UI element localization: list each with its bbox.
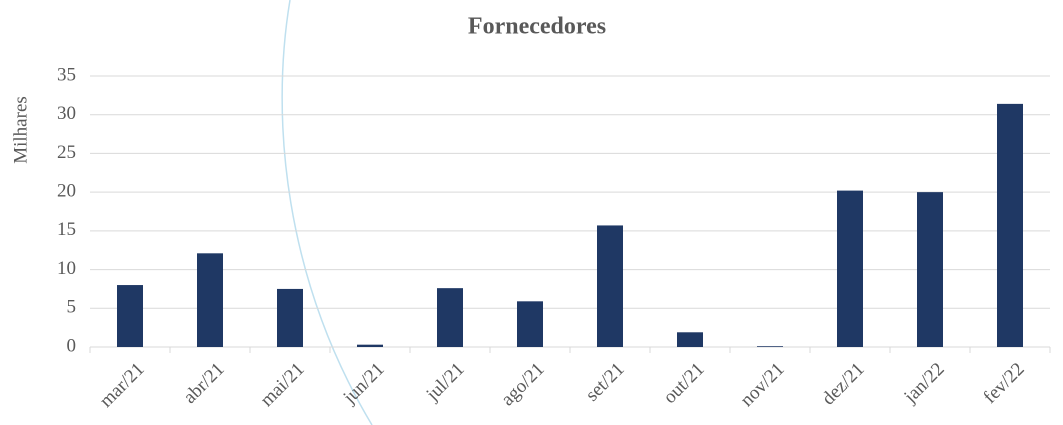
bar xyxy=(117,285,143,347)
bar xyxy=(277,288,303,347)
x-tick-label: fev/22 xyxy=(979,359,1028,408)
x-tick-label: set/21 xyxy=(582,359,629,406)
x-tick-label: jan/22 xyxy=(899,359,948,408)
x-tick-label: out/21 xyxy=(659,359,708,408)
bar xyxy=(917,192,943,347)
y-tick-label: 25 xyxy=(57,142,76,163)
chart-title: Fornecedores xyxy=(468,14,606,40)
y-tick-label: 35 xyxy=(57,64,76,85)
x-tick-label: jul/21 xyxy=(422,359,469,406)
y-tick-label: 5 xyxy=(67,297,77,318)
x-tick-label: abr/21 xyxy=(179,359,228,408)
y-tick-label: 20 xyxy=(57,181,76,202)
decorative-arc xyxy=(281,0,373,425)
bar xyxy=(357,344,383,347)
bar xyxy=(597,225,623,347)
x-tick-label: dez/21 xyxy=(818,359,869,410)
x-tick-label: nov/21 xyxy=(736,359,788,411)
y-axis-label: Milhares xyxy=(10,96,31,164)
x-tick-label: jun/21 xyxy=(339,359,389,409)
y-tick-label: 15 xyxy=(57,219,76,240)
y-tick-label: 0 xyxy=(67,335,77,356)
bar xyxy=(677,332,703,347)
bar xyxy=(997,103,1023,347)
y-tick-label: 10 xyxy=(57,258,76,279)
bar xyxy=(197,253,223,347)
bar xyxy=(837,190,863,347)
x-tick-label: mar/21 xyxy=(96,359,149,412)
x-tick-label: mai/21 xyxy=(256,359,308,411)
bar xyxy=(757,346,783,347)
bar xyxy=(517,301,543,347)
x-tick-label: ago/21 xyxy=(497,359,548,410)
y-tick-label: 30 xyxy=(57,103,76,124)
bar xyxy=(437,288,463,347)
